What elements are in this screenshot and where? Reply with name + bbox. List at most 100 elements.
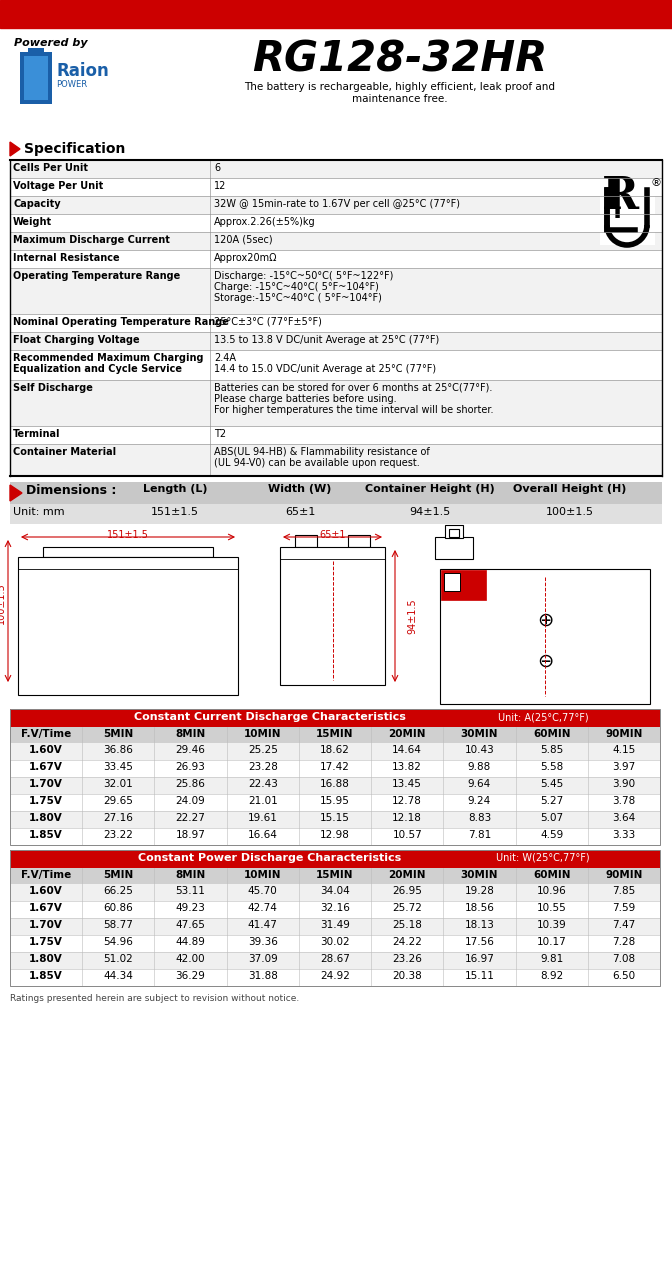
Text: Width (W): Width (W) <box>268 484 332 494</box>
Text: 30MIN: 30MIN <box>461 870 498 881</box>
Bar <box>449 529 459 538</box>
Bar <box>441 570 486 600</box>
Text: 3.33: 3.33 <box>612 829 636 840</box>
Text: Weight: Weight <box>13 218 52 227</box>
Text: Unit: mm: Unit: mm <box>13 507 65 517</box>
Text: 15.11: 15.11 <box>464 972 495 980</box>
Text: 8.92: 8.92 <box>540 972 563 980</box>
Text: 15MIN: 15MIN <box>317 730 353 739</box>
Text: 151±1.5: 151±1.5 <box>107 530 149 540</box>
Text: 100±1.5: 100±1.5 <box>546 507 594 517</box>
Bar <box>10 483 662 504</box>
Text: 36.86: 36.86 <box>103 745 133 755</box>
Text: 7.47: 7.47 <box>612 920 636 931</box>
Text: 20MIN: 20MIN <box>388 730 426 739</box>
Text: 33.45: 33.45 <box>103 762 133 772</box>
Text: 36.29: 36.29 <box>175 972 206 980</box>
Bar <box>10 952 660 969</box>
Text: 25°C±3°C (77°F±5°F): 25°C±3°C (77°F±5°F) <box>214 317 322 326</box>
Text: Container Height (H): Container Height (H) <box>365 484 495 494</box>
Text: 24.92: 24.92 <box>320 972 350 980</box>
Bar <box>435 538 473 559</box>
Text: RG128-32HR: RG128-32HR <box>253 38 548 79</box>
Text: Maximum Discharge Current: Maximum Discharge Current <box>13 236 170 244</box>
Text: 23.28: 23.28 <box>248 762 278 772</box>
Text: 44.34: 44.34 <box>103 972 133 980</box>
Text: 5MIN: 5MIN <box>103 730 134 739</box>
Text: ®: ® <box>650 178 661 188</box>
Text: 1.60V: 1.60V <box>30 886 63 896</box>
Text: 15.15: 15.15 <box>320 813 350 823</box>
Bar <box>10 709 660 845</box>
Text: 18.56: 18.56 <box>464 902 495 913</box>
Text: 10.96: 10.96 <box>537 886 566 896</box>
Text: 32.01: 32.01 <box>103 780 133 788</box>
Text: 42.00: 42.00 <box>176 954 206 964</box>
Text: 4.15: 4.15 <box>612 745 636 755</box>
Text: 16.88: 16.88 <box>320 780 350 788</box>
Text: Length (L): Length (L) <box>142 484 207 494</box>
Bar <box>10 727 660 742</box>
Text: 23.22: 23.22 <box>103 829 133 840</box>
Text: 22.27: 22.27 <box>175 813 206 823</box>
Text: 13.82: 13.82 <box>392 762 422 772</box>
Text: ABS(UL 94-HB) & Flammability resistance of: ABS(UL 94-HB) & Flammability resistance … <box>214 447 430 457</box>
Text: Operating Temperature Range: Operating Temperature Range <box>13 271 180 282</box>
Text: 90MIN: 90MIN <box>605 870 642 881</box>
Text: 30MIN: 30MIN <box>461 730 498 739</box>
Text: Container Material: Container Material <box>13 447 116 457</box>
Text: 6.50: 6.50 <box>612 972 636 980</box>
Text: 28.67: 28.67 <box>320 954 350 964</box>
Text: 7.81: 7.81 <box>468 829 491 840</box>
Text: 31.49: 31.49 <box>320 920 350 931</box>
Text: 9.24: 9.24 <box>468 796 491 806</box>
Text: Nominal Operating Temperature Range: Nominal Operating Temperature Range <box>13 317 229 326</box>
Text: 9.88: 9.88 <box>468 762 491 772</box>
Text: 25.25: 25.25 <box>248 745 278 755</box>
Bar <box>10 884 660 901</box>
Text: 1.60V: 1.60V <box>30 745 63 755</box>
Text: Specification: Specification <box>24 142 126 156</box>
Text: 53.11: 53.11 <box>175 886 206 896</box>
Text: 17.42: 17.42 <box>320 762 350 772</box>
Bar <box>10 380 662 426</box>
Text: 31.88: 31.88 <box>248 972 278 980</box>
Text: 27.16: 27.16 <box>103 813 133 823</box>
Bar <box>18 557 238 695</box>
Text: 10.55: 10.55 <box>537 902 566 913</box>
Text: 41.47: 41.47 <box>248 920 278 931</box>
Text: 8.83: 8.83 <box>468 813 491 823</box>
Text: 1.85V: 1.85V <box>30 972 63 980</box>
Text: 94±1.5: 94±1.5 <box>407 598 417 634</box>
Text: 5.27: 5.27 <box>540 796 563 806</box>
Text: 3.78: 3.78 <box>612 796 636 806</box>
Text: Unit: A(25°C,77°F): Unit: A(25°C,77°F) <box>498 712 588 722</box>
Text: Discharge: -15°C~50°C( 5°F~122°F): Discharge: -15°C~50°C( 5°F~122°F) <box>214 271 393 282</box>
Text: 32.16: 32.16 <box>320 902 350 913</box>
Text: 12: 12 <box>214 180 226 191</box>
Text: 10.17: 10.17 <box>537 937 566 947</box>
Text: 5.07: 5.07 <box>540 813 563 823</box>
Bar <box>10 268 662 314</box>
Text: 8MIN: 8MIN <box>175 870 206 881</box>
Bar <box>10 850 660 868</box>
Text: Capacity: Capacity <box>13 198 60 209</box>
Text: T2: T2 <box>214 429 226 439</box>
Text: 120A (5sec): 120A (5sec) <box>214 236 273 244</box>
Text: 29.46: 29.46 <box>175 745 206 755</box>
Bar <box>10 794 660 812</box>
Text: 7.85: 7.85 <box>612 886 636 896</box>
Text: 7.08: 7.08 <box>612 954 636 964</box>
Text: 39.36: 39.36 <box>248 937 278 947</box>
Text: F.V/Time: F.V/Time <box>21 730 71 739</box>
Text: 12.98: 12.98 <box>320 829 350 840</box>
Text: Please charge batteries before using.: Please charge batteries before using. <box>214 394 396 404</box>
Text: 1.80V: 1.80V <box>30 954 63 964</box>
Text: 25.86: 25.86 <box>175 780 206 788</box>
Text: F.V/Time: F.V/Time <box>21 870 71 881</box>
Text: POWER: POWER <box>56 79 87 90</box>
Text: 60MIN: 60MIN <box>533 870 571 881</box>
Text: 14.64: 14.64 <box>392 745 422 755</box>
Bar <box>10 828 660 845</box>
Text: 7.59: 7.59 <box>612 902 636 913</box>
